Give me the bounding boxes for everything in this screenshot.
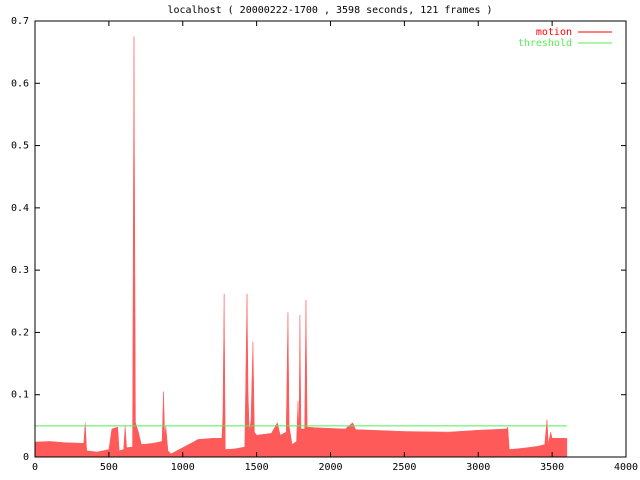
chart-title: localhost ( 20000222-1700 , 3598 seconds… <box>167 5 492 16</box>
x-tick-label: 2000 <box>318 462 342 473</box>
x-tick-label: 500 <box>100 462 118 473</box>
plot-border <box>34 20 627 458</box>
x-tick-label: 3500 <box>540 462 564 473</box>
y-tick-label: 0 <box>23 452 29 463</box>
y-tick-label: 0.6 <box>11 78 29 89</box>
y-tick-label: 0.5 <box>11 141 29 152</box>
legend-label: motion <box>536 27 572 38</box>
x-tick-label: 1000 <box>171 462 195 473</box>
x-tick-label: 2500 <box>392 462 416 473</box>
motion-area <box>34 36 568 458</box>
x-tick-label: 4000 <box>614 462 638 473</box>
x-tick-label: 3000 <box>466 462 490 473</box>
y-tick-label: 0.1 <box>11 390 29 401</box>
y-tick-label: 0.4 <box>11 203 29 214</box>
y-tick-label: 0.7 <box>11 16 29 27</box>
y-tick-label: 0.2 <box>11 327 29 338</box>
x-tick-label: 1500 <box>245 462 269 473</box>
x-tick-label: 0 <box>32 462 38 473</box>
legend-label: threshold <box>518 38 572 49</box>
y-tick-label: 0.3 <box>11 265 29 276</box>
